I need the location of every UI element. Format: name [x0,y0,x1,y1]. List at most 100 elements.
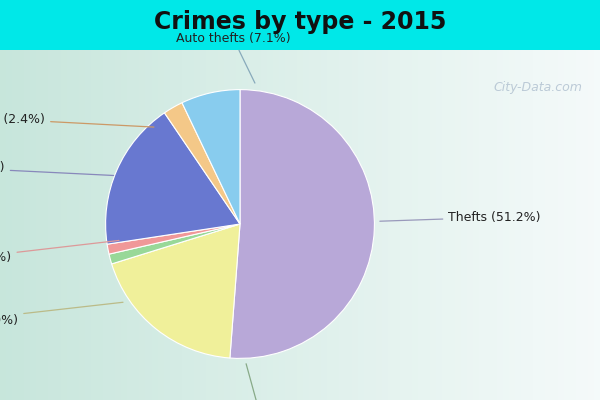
Bar [406,50,412,400]
Text: Crimes by type - 2015: Crimes by type - 2015 [154,10,446,34]
Bar [515,50,521,400]
Bar [569,50,576,400]
Bar [491,50,497,400]
Bar [485,50,491,400]
Bar [576,50,582,400]
Bar [230,50,236,400]
Bar [340,50,346,400]
Bar [133,50,139,400]
Bar [424,50,430,400]
Bar [352,50,358,400]
Bar [364,50,370,400]
Bar [236,50,242,400]
Bar [115,50,121,400]
Bar [103,50,109,400]
Bar [279,50,285,400]
Bar [242,50,248,400]
Wedge shape [107,224,240,254]
Bar [158,50,164,400]
Bar [182,50,188,400]
Bar [61,50,67,400]
Wedge shape [112,224,240,358]
Bar [6,50,12,400]
Bar [260,50,266,400]
Bar [266,50,273,400]
Bar [79,50,85,400]
Bar [273,50,279,400]
Bar [594,50,600,400]
Bar [206,50,212,400]
Bar [557,50,563,400]
Bar [127,50,133,400]
Bar [55,50,61,400]
Bar [37,50,43,400]
Text: Thefts (51.2%): Thefts (51.2%) [380,211,541,224]
Bar [412,50,418,400]
Bar [448,50,455,400]
Bar [31,50,37,400]
Bar [67,50,73,400]
Bar [509,50,515,400]
Bar [194,50,200,400]
Bar [479,50,485,400]
Bar [442,50,448,400]
Bar [418,50,424,400]
Text: Rapes (2.4%): Rapes (2.4%) [0,113,154,127]
Bar [521,50,527,400]
Bar [49,50,55,400]
Bar [551,50,557,400]
Bar [358,50,364,400]
Bar [473,50,479,400]
Bar [97,50,103,400]
Bar [346,50,352,400]
Bar [218,50,224,400]
Bar [91,50,97,400]
Bar [370,50,376,400]
Bar [152,50,158,400]
Bar [388,50,394,400]
Bar [164,50,170,400]
Wedge shape [109,224,240,264]
Bar [588,50,594,400]
Bar [582,50,588,400]
Bar [0,50,6,400]
Bar [248,50,254,400]
Bar [400,50,406,400]
Bar [539,50,545,400]
Text: Arson (1.2%): Arson (1.2%) [0,240,119,264]
Bar [139,50,145,400]
Text: Burglaries (19.0%): Burglaries (19.0%) [0,302,123,327]
Bar [200,50,206,400]
Bar [254,50,260,400]
Bar [321,50,327,400]
Bar [73,50,79,400]
Bar [170,50,176,400]
Bar [18,50,24,400]
Bar [188,50,194,400]
Bar [285,50,291,400]
Text: City-Data.com: City-Data.com [493,82,582,94]
Bar [467,50,473,400]
Bar [315,50,321,400]
Bar [303,50,309,400]
Bar [309,50,315,400]
Bar [212,50,218,400]
Bar [382,50,388,400]
Wedge shape [164,103,240,224]
Bar [145,50,152,400]
Bar [176,50,182,400]
Bar [503,50,509,400]
Bar [436,50,442,400]
Bar [109,50,115,400]
Wedge shape [182,90,240,224]
Text: Assaults (17.9%): Assaults (17.9%) [0,161,113,176]
Bar [43,50,49,400]
Bar [533,50,539,400]
Text: Auto thefts (7.1%): Auto thefts (7.1%) [176,32,290,83]
Bar [394,50,400,400]
Text: Robberies (1.2%): Robberies (1.2%) [206,364,314,400]
Bar [545,50,551,400]
Bar [497,50,503,400]
Bar [24,50,31,400]
Bar [455,50,461,400]
